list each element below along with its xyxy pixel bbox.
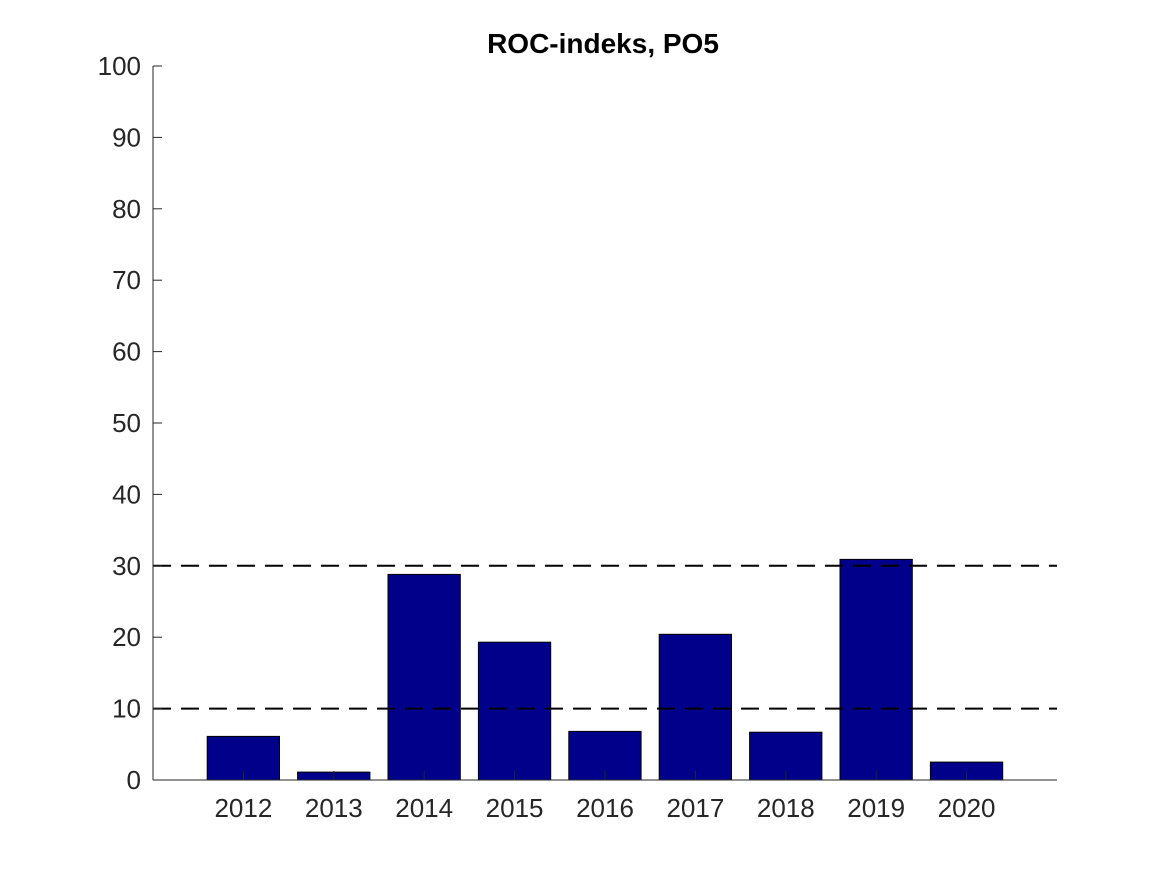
bar-2015 [477,641,552,781]
bar-2017 [658,633,733,781]
y-tick-label: 30 [112,551,141,581]
y-tick-label: 0 [127,765,141,795]
y-tick-label: 70 [112,265,141,295]
y-tick-label: 50 [112,408,141,438]
x-tick-label: 2019 [847,793,905,823]
plot-area: 0 10 20 30 40 50 60 70 80 90 100 2012 2013 2014 2015 20… [98,51,1057,823]
y-tick-label: 10 [112,694,141,724]
bar-2019 [839,558,913,781]
x-tick-label: 2018 [757,793,815,823]
x-tick-label: 2020 [938,793,996,823]
y-tick-label: 80 [112,194,141,224]
x-tick-label: 2017 [666,793,724,823]
bar-2014 [387,573,461,781]
y-tick-label: 100 [98,51,141,81]
x-tick-label: 2013 [305,793,363,823]
y-tick-label: 90 [112,122,141,152]
x-tick-label: 2012 [214,793,272,823]
chart-title: ROC-indeks, PO5 [487,28,719,59]
y-tick-label: 20 [112,622,141,652]
y-tick-label: 60 [112,337,141,367]
x-tick-label: 2016 [576,793,634,823]
x-tick-label: 2014 [395,793,453,823]
y-tick-label: 40 [112,479,141,509]
x-tick-label: 2015 [486,793,544,823]
